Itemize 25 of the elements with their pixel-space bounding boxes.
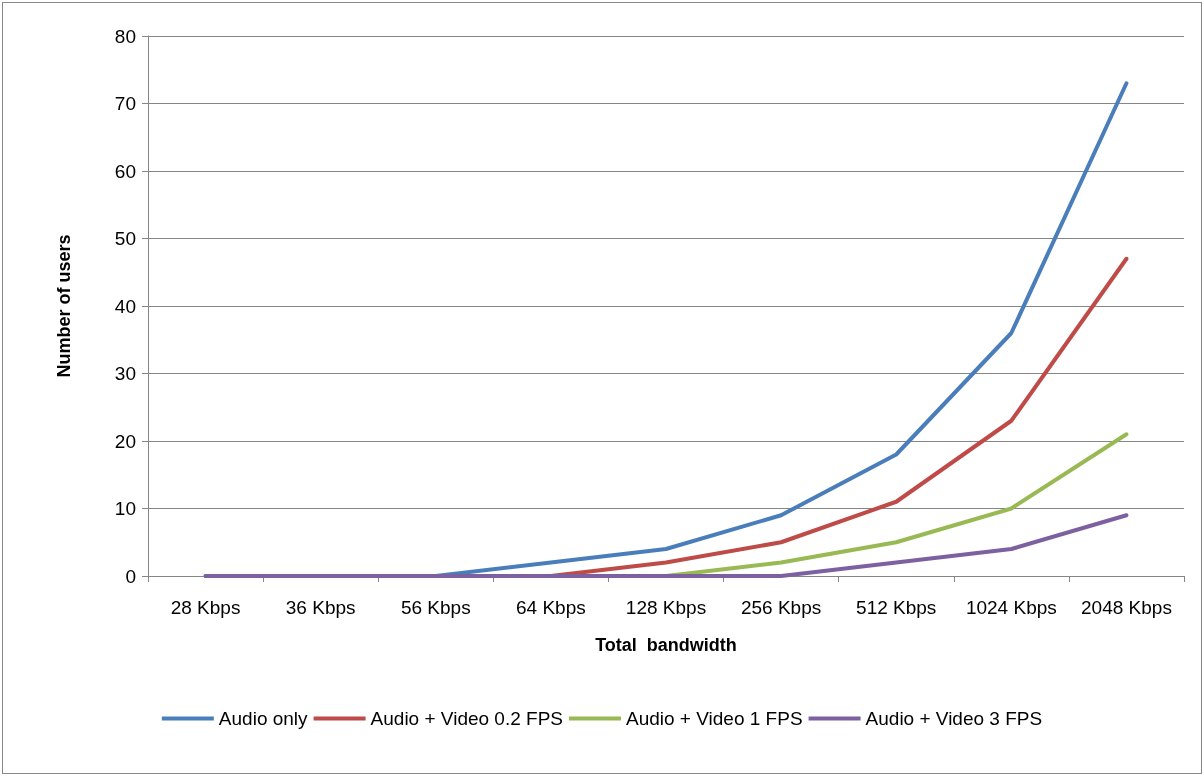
x-tick-label: 512 Kbps bbox=[856, 597, 937, 618]
x-tick-label: 256 Kbps bbox=[740, 597, 822, 618]
legend-label: Audio + Video 0.2 FPS bbox=[370, 708, 563, 729]
y-axis-title: Number of users bbox=[54, 234, 74, 378]
y-tick-label: 50 bbox=[114, 228, 136, 249]
x-tick-label: 1024 Kbps bbox=[965, 597, 1057, 618]
x-tick-label: 28 Kbps bbox=[170, 597, 241, 618]
y-tick-label: 80 bbox=[114, 25, 136, 47]
y-tick-label: 70 bbox=[114, 93, 136, 114]
y-tick-label: 10 bbox=[114, 498, 136, 519]
legend-label: Audio only bbox=[218, 708, 309, 729]
x-tick-label: 128 Kbps bbox=[625, 597, 707, 618]
y-tick-label: 40 bbox=[114, 295, 136, 317]
x-tick-label: 36 Kbps bbox=[285, 597, 356, 618]
y-tick-label: 0 bbox=[125, 565, 136, 587]
x-tick-label: 56 Kbps bbox=[400, 597, 471, 618]
legend-label: Audio + Video 3 FPS bbox=[865, 708, 1043, 729]
y-tick-label: 60 bbox=[114, 160, 136, 182]
x-tick-label: 2048 Kbps bbox=[1081, 597, 1172, 618]
x-tick-label: 64 Kbps bbox=[516, 597, 586, 618]
legend-label: Audio + Video 1 FPS bbox=[626, 708, 803, 729]
y-tick-label: 20 bbox=[114, 430, 136, 452]
line-series bbox=[203, 513, 1129, 578]
x-axis-title: Total bandwidth bbox=[595, 635, 737, 655]
y-tick-label: 30 bbox=[114, 363, 136, 384]
